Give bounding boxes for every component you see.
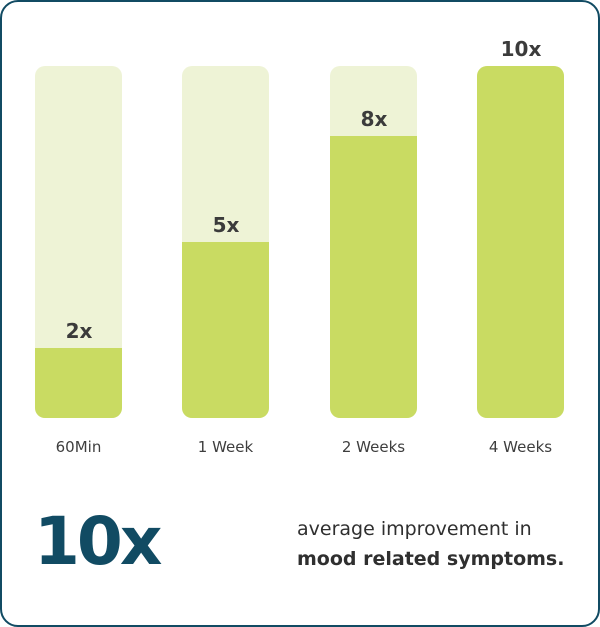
bar-track [330, 66, 417, 418]
bar-track [477, 66, 564, 418]
bar-track [182, 66, 269, 418]
bar-value-label: 5x [212, 213, 240, 237]
bar [35, 348, 122, 418]
bar [330, 136, 417, 418]
caption-line-2: mood related symptoms. [297, 548, 565, 570]
x-tick-label: 60Min [55, 438, 102, 456]
bar-value-label: 2x [65, 319, 93, 343]
headline-value: 10x [34, 503, 162, 580]
bar-track [35, 66, 122, 418]
bar [477, 66, 564, 418]
bar-chart: 2x 60Min 5x 1 Week 8x 2 Weeks 10x 4 Weeks [35, 37, 564, 456]
bar [182, 242, 269, 418]
x-tick-label: 2 Weeks [341, 438, 406, 456]
bar-value-label: 10x [500, 37, 542, 61]
bar-value-label: 8x [360, 107, 388, 131]
x-tick-label: 1 Week [197, 438, 254, 456]
x-tick-label: 4 Weeks [488, 438, 553, 456]
caption-line-1: average improvement in [297, 518, 532, 540]
